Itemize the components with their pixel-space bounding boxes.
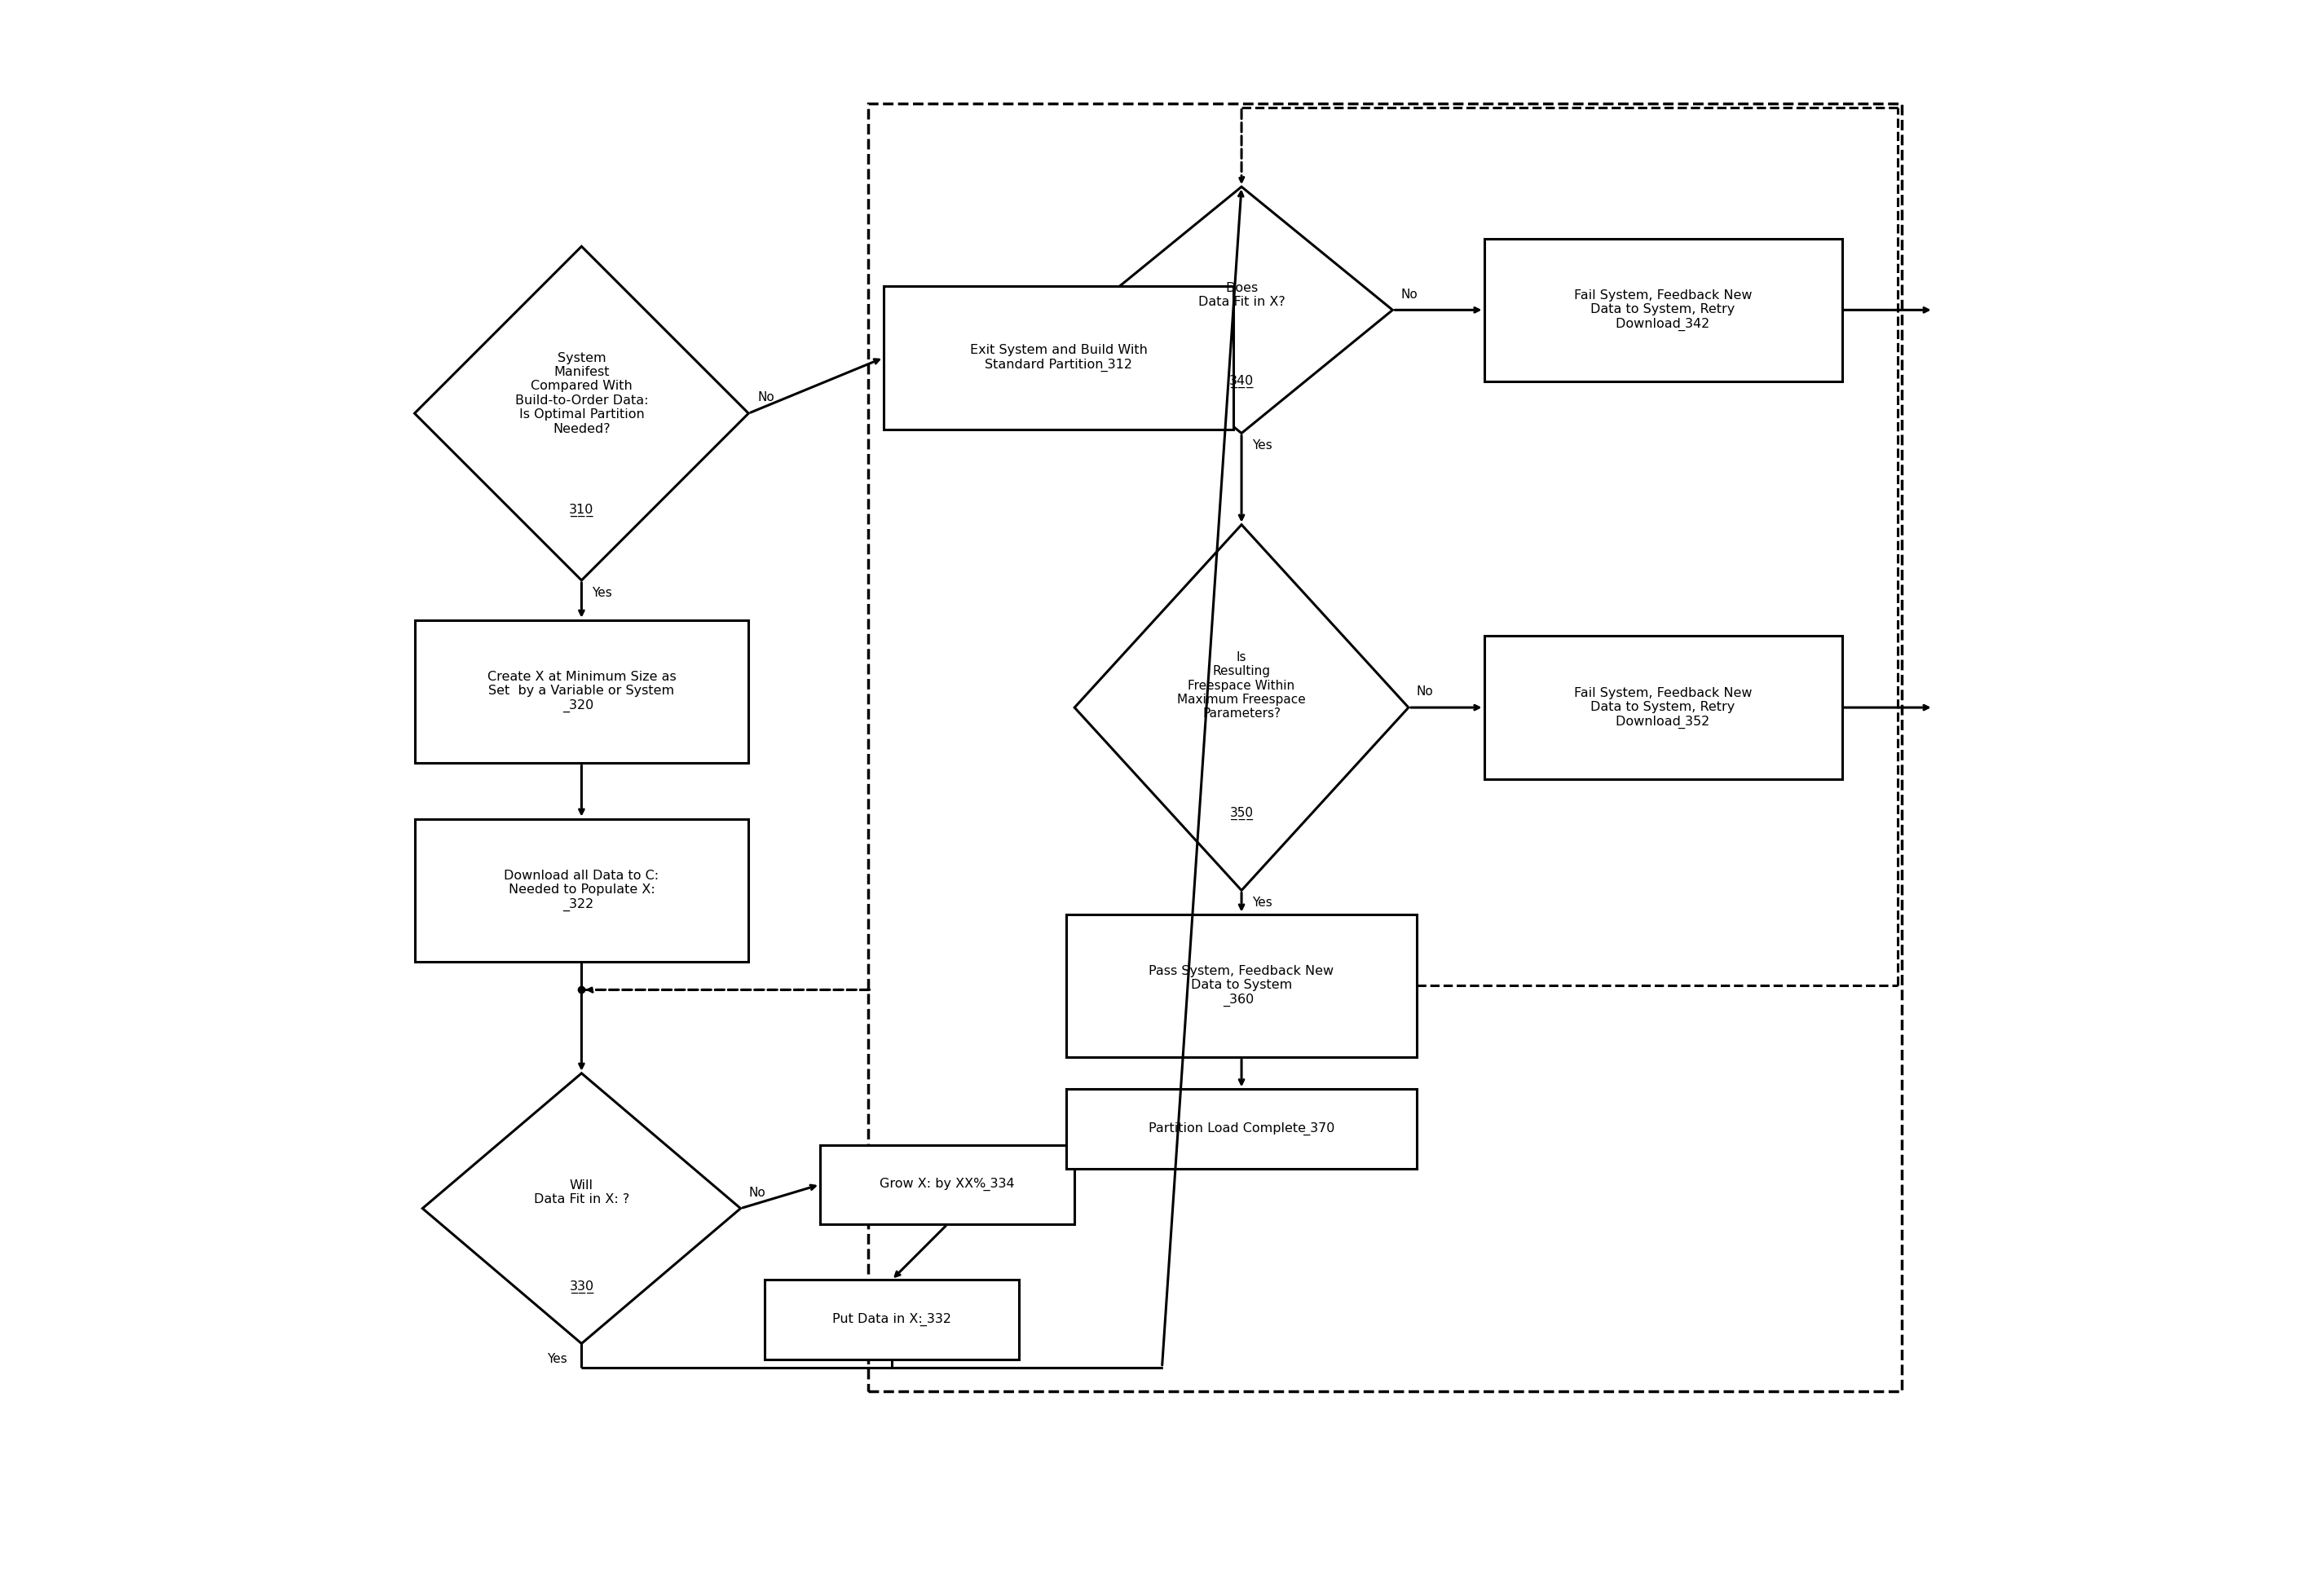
FancyBboxPatch shape xyxy=(1485,239,1843,381)
Text: Is
Resulting
Freespace Within
Maximum Freespace
Parameters?: Is Resulting Freespace Within Maximum Fr… xyxy=(1178,652,1306,720)
FancyBboxPatch shape xyxy=(414,620,748,763)
Text: Fail System, Feedback New
Data to System, Retry
Download ̲352: Fail System, Feedback New Data to System… xyxy=(1573,687,1752,728)
Polygon shape xyxy=(1074,525,1408,891)
Text: Yes: Yes xyxy=(593,587,611,600)
Text: Download all Data to C:
Needed to Populate X:
̲322: Download all Data to C: Needed to Popula… xyxy=(504,870,660,911)
Text: No: No xyxy=(1401,288,1418,301)
FancyBboxPatch shape xyxy=(883,286,1234,429)
Text: 3̲5̲0̲: 3̲5̲0̲ xyxy=(1229,807,1253,819)
FancyBboxPatch shape xyxy=(1485,636,1843,778)
Text: Exit System and Build With
Standard Partition ̲312: Exit System and Build With Standard Part… xyxy=(969,343,1148,372)
Text: Yes: Yes xyxy=(1253,440,1271,452)
Text: Put Data in X: ̲332: Put Data in X: ̲332 xyxy=(832,1313,951,1326)
Text: Grow X: by XX% ̲334: Grow X: by XX% ̲334 xyxy=(881,1179,1016,1191)
FancyBboxPatch shape xyxy=(414,819,748,962)
Text: Does
Data Fit in X?: Does Data Fit in X? xyxy=(1197,282,1285,308)
FancyBboxPatch shape xyxy=(1067,914,1415,1057)
Text: 3̲4̲0̲: 3̲4̲0̲ xyxy=(1229,375,1255,388)
Polygon shape xyxy=(1090,187,1392,433)
Text: Yes: Yes xyxy=(546,1353,567,1365)
Text: No: No xyxy=(758,392,774,403)
Text: Partition Load Complete ̲370: Partition Load Complete ̲370 xyxy=(1148,1122,1334,1136)
Polygon shape xyxy=(414,247,748,581)
FancyBboxPatch shape xyxy=(820,1145,1074,1224)
Text: 3̲3̲0̲: 3̲3̲0̲ xyxy=(569,1280,595,1294)
Text: Will
Data Fit in X: ?: Will Data Fit in X: ? xyxy=(535,1179,630,1205)
Text: Create X at Minimum Size as
Set  by a Variable or System
̲320: Create X at Minimum Size as Set by a Var… xyxy=(488,671,676,712)
Text: Pass System, Feedback New
Data to System
̲360: Pass System, Feedback New Data to System… xyxy=(1148,965,1334,1006)
FancyBboxPatch shape xyxy=(765,1280,1018,1359)
FancyBboxPatch shape xyxy=(1067,1088,1415,1169)
Bar xyxy=(867,103,1901,1391)
Text: Yes: Yes xyxy=(1253,897,1271,910)
Text: 3̲1̲0̲: 3̲1̲0̲ xyxy=(569,503,595,517)
Text: No: No xyxy=(1415,685,1434,698)
Text: System
Manifest
Compared With
Build-to-Order Data:
Is Optimal Partition
Needed?: System Manifest Compared With Build-to-O… xyxy=(516,351,648,435)
Polygon shape xyxy=(423,1073,741,1343)
Text: No: No xyxy=(748,1186,765,1199)
Text: Fail System, Feedback New
Data to System, Retry
Download ̲342: Fail System, Feedback New Data to System… xyxy=(1573,290,1752,331)
